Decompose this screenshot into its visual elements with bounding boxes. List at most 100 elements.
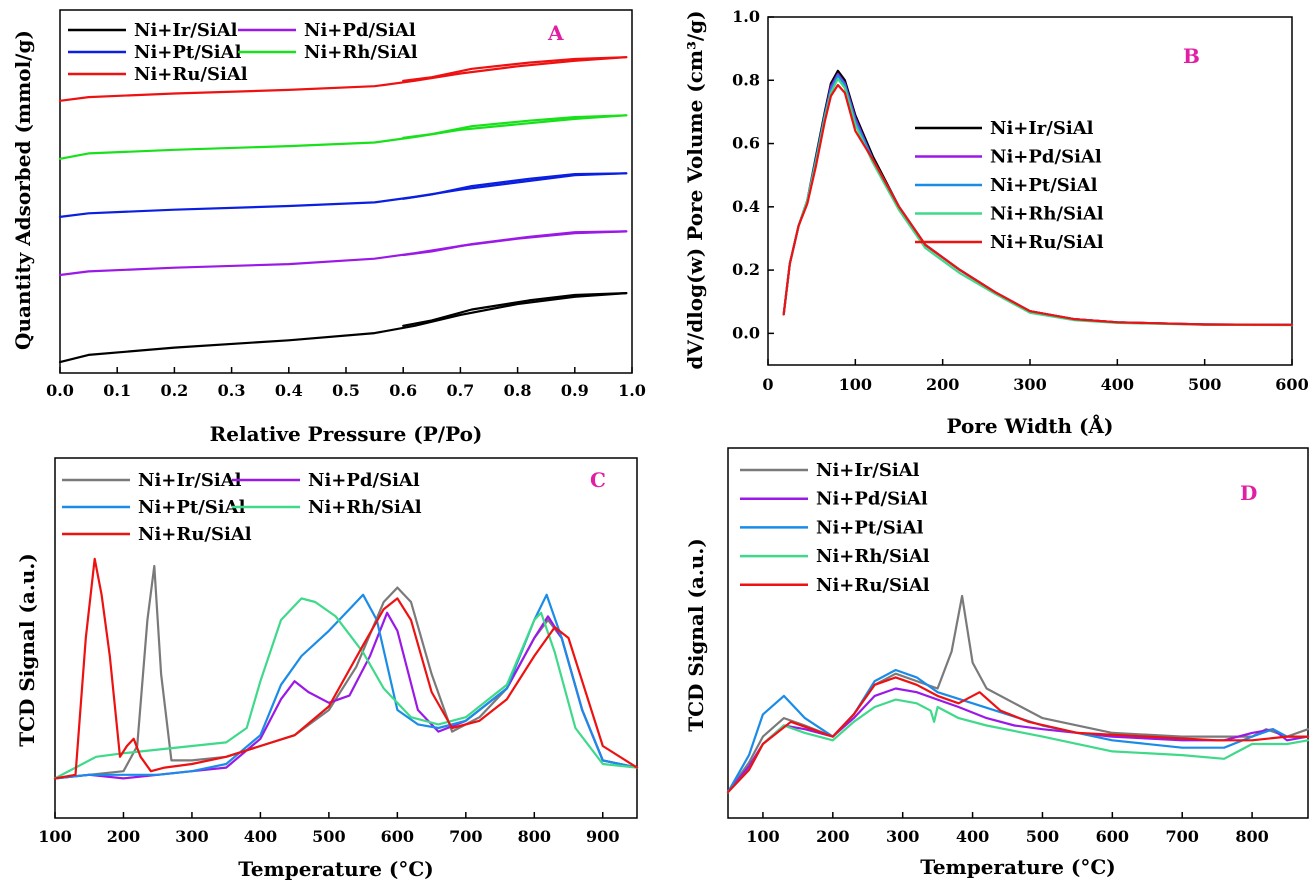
panel-c-series-line (53, 593, 639, 780)
panel-b-series (782, 69, 1294, 327)
panel-c-legend-label: Ni+Pt/SiAl (138, 497, 246, 518)
panel-d-legend: Ni+Ir/SiAl Ni+Pd/SiAl Ni+Pt/SiAl Ni+Rh/SiAl… (740, 460, 930, 596)
panel-c-legend: Ni+Ir/SiAl Ni+Pd/SiAl Ni+Pt/SiAl Ni+Rh/SiAl… (62, 470, 422, 545)
panel-c-xlabel: Temperature (°C) (238, 857, 434, 881)
panel-d-ticks: 100 200 300 400 500 600 700 800 (746, 812, 1269, 846)
panel-c-xtick-label: 300 (175, 827, 208, 846)
panel-a-desorption-line (402, 172, 628, 200)
panel-d-xtick-label: 100 (746, 827, 779, 846)
panel-a-xtick-label: 0.0 (46, 381, 74, 400)
panel-b-legend-label: Ni+Pd/SiAl (990, 147, 1102, 168)
panel-a-xtick-label: 0.9 (561, 381, 589, 400)
panel-c-xtick-label: 400 (244, 827, 277, 846)
panel-c-label: C (590, 468, 606, 492)
panel-b-ytick-label: 0.8 (732, 70, 760, 89)
panel-b-ylabel: dV/dlog(w) Pore Volume (cm³/g) (683, 10, 707, 369)
panel-b-xlabel: Pore Width (Å) (947, 414, 1114, 438)
panel-a-desorption-line (402, 56, 628, 82)
panel-b-legend-label: Ni+Rh/SiAl (990, 204, 1104, 225)
panel-a-xtick-label: 0.6 (389, 381, 417, 400)
panel-a-legend: Ni+Ir/SiAl Ni+Pd/SiAl Ni+Pt/SiAl Ni+Rh/SiAl… (68, 20, 418, 85)
panel-d-legend-label: Ni+Pt/SiAl (816, 517, 924, 538)
panel-d-xtick-label: 600 (1096, 827, 1129, 846)
panel-d-label: D (1240, 481, 1257, 505)
panel-a-desorption-line (402, 292, 628, 327)
panel-a-legend-label: Ni+Pd/SiAl (304, 20, 416, 41)
panel-b-ytick-label: 0.6 (732, 134, 760, 153)
panel-b-legend-label: Ni+Ru/SiAl (990, 232, 1104, 253)
panel-c-xtick-label: 600 (381, 827, 414, 846)
panel-b-xtick-label: 500 (1188, 375, 1221, 394)
panel-a-xtick-label: 1.0 (618, 381, 646, 400)
panel-a-xtick-label: 0.4 (275, 381, 303, 400)
panel-d-xtick-label: 700 (1166, 827, 1199, 846)
panel-a-xtick-label: 0.2 (160, 381, 188, 400)
panel-c-series (53, 557, 639, 780)
panel-a-nitrogen-isotherm: 0.0 0.1 0.2 0.3 0.4 0.5 0.6 0.7 0.8 0.9 1.0 Ni+Ir/… (11, 9, 646, 446)
panel-a-xtick-label: 0.8 (504, 381, 532, 400)
panel-c-xtick-label: 900 (586, 827, 619, 846)
panel-a-xtick-label: 0.7 (446, 381, 474, 400)
panel-d-legend-label: Ni+Ir/SiAl (816, 460, 920, 481)
panel-c-legend-label: Ni+Rh/SiAl (308, 497, 422, 518)
panel-a-ticks: 0.0 0.1 0.2 0.3 0.4 0.5 0.6 0.7 0.8 0.9 1.0 (46, 367, 646, 400)
panel-c-frame (54, 457, 638, 819)
panel-d-xtick-label: 800 (1235, 827, 1268, 846)
panel-d-ylabel: TCD Signal (a.u.) (684, 538, 708, 732)
panel-b-legend: Ni+Ir/SiAl Ni+Pd/SiAl Ni+Pt/SiAl Ni+Rh/SiAl… (915, 118, 1104, 253)
panel-a-desorption-line (402, 114, 628, 139)
panel-a-legend-label: Ni+Ir/SiAl (134, 20, 238, 41)
panel-d-tpd: 100 200 300 400 500 600 700 800 Ni+Ir/SiAl Ni+Pd… (684, 447, 1310, 879)
panel-a-legend-label: Ni+Pt/SiAl (134, 42, 242, 63)
panel-c-legend-label: Ni+Ir/SiAl (138, 470, 242, 491)
panel-d-series-line (726, 676, 1310, 794)
panel-a-series-line (58, 230, 628, 277)
panel-b-xtick-label: 200 (926, 375, 959, 394)
panel-c-xtick-label: 100 (38, 827, 71, 846)
panel-c-series-line (53, 564, 639, 780)
panel-b-legend-label: Ni+Pt/SiAl (990, 175, 1098, 196)
panel-a-desorption-line (402, 230, 628, 257)
panel-d-xtick-label: 500 (1026, 827, 1059, 846)
panel-d-xtick-label: 400 (956, 827, 989, 846)
panel-b-series-line (782, 83, 1294, 326)
panel-d-series-line (726, 698, 1310, 794)
panel-b-label: B (1183, 44, 1200, 68)
panel-d-xlabel: Temperature (°C) (920, 855, 1116, 879)
panel-c-ylabel: TCD Signal (a.u.) (15, 553, 39, 747)
panel-b-series-line (782, 69, 1294, 326)
panel-b-ytick-label: 1.0 (732, 7, 760, 26)
panel-b-series-line (782, 74, 1294, 326)
panel-c-xtick-label: 800 (518, 827, 551, 846)
panel-b-xtick-label: 400 (1101, 375, 1134, 394)
panel-c-ticks: 100 200 300 400 500 600 700 800 900 (38, 812, 619, 846)
panel-b-xtick-label: 600 (1275, 375, 1308, 394)
panel-b-ytick-label: 0.2 (732, 260, 760, 279)
panel-b-series-line (782, 72, 1294, 326)
panel-d-legend-label: Ni+Ru/SiAl (816, 575, 930, 596)
panel-c-legend-label: Ni+Pd/SiAl (308, 470, 420, 491)
panel-d-legend-label: Ni+Pd/SiAl (816, 489, 928, 510)
panel-b-ytick-label: 0.0 (732, 323, 760, 342)
panel-b-ticks: 0 100 200 300 400 500 600 0.0 0.2 0.4 0.6 0.8 1.0 (732, 7, 1309, 394)
panel-a-xtick-label: 0.1 (103, 381, 131, 400)
panel-d-series-line (726, 687, 1310, 794)
panel-b-series-line (782, 77, 1294, 327)
panel-c-xtick-label: 500 (312, 827, 345, 846)
panel-a-series-line (58, 114, 628, 160)
panel-b-xtick-label: 300 (1013, 375, 1046, 394)
panel-a-xtick-label: 0.3 (218, 381, 246, 400)
panel-a-xtick-label: 0.5 (332, 381, 360, 400)
panel-a-label: A (547, 21, 564, 45)
panel-d-series-line (726, 594, 1310, 794)
panel-a-series-line (58, 172, 628, 218)
panel-c-xtick-label: 200 (107, 827, 140, 846)
panel-b-legend-label: Ni+Ir/SiAl (990, 118, 1094, 139)
panel-a-series (58, 56, 628, 364)
panel-c-series-line (53, 557, 639, 780)
panel-d-frame (727, 447, 1309, 819)
panel-a-xlabel: Relative Pressure (P/Po) (210, 422, 483, 446)
panel-c-h2-tpr: 100 200 300 400 500 600 700 800 900 Ni+Ir/SiAl Ni… (15, 457, 639, 881)
panel-d-xtick-label: 300 (886, 827, 919, 846)
